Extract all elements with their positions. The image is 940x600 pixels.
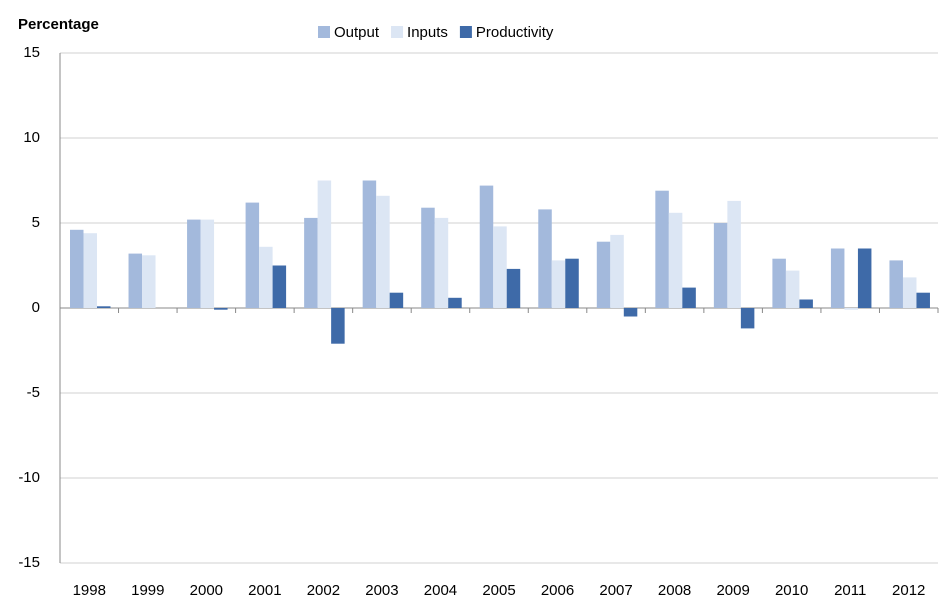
x-tick-label: 2002: [307, 582, 340, 599]
x-tick-label: 2007: [599, 582, 632, 599]
legend-swatch: [391, 26, 404, 38]
bar: [97, 306, 111, 308]
bar: [830, 248, 845, 308]
x-tick-label: 2001: [248, 582, 281, 599]
y-tick-label: -15: [18, 554, 40, 571]
bar: [214, 308, 228, 310]
y-axis-label: Percentage: [18, 16, 99, 33]
bar: [493, 226, 507, 308]
bar: [772, 258, 786, 308]
y-tick-label: -5: [27, 384, 40, 401]
y-tick-label: 5: [32, 214, 40, 231]
bar: [272, 265, 287, 308]
bar: [128, 253, 143, 308]
bar: [623, 308, 638, 317]
bar: [785, 270, 800, 308]
legend-label: Inputs: [407, 24, 448, 41]
bar: [317, 180, 332, 308]
bar: [655, 190, 669, 308]
x-tick-label: 2012: [892, 582, 925, 599]
bar: [142, 255, 156, 308]
x-tick-label: 2005: [482, 582, 515, 599]
x-tick-label: 2003: [365, 582, 398, 599]
bar: [799, 299, 813, 308]
bar: [713, 223, 728, 308]
bar: [331, 308, 345, 344]
bar: [740, 308, 755, 329]
legend-label: Productivity: [476, 24, 554, 41]
bar: [916, 292, 930, 308]
y-tick-label: 10: [23, 129, 40, 146]
bar: [479, 185, 494, 308]
y-tick-label: 0: [32, 299, 40, 316]
bar: [70, 229, 84, 308]
x-tick-label: 1998: [73, 582, 106, 599]
x-tick-label: 2009: [716, 582, 749, 599]
bar: [889, 260, 903, 308]
bar: [596, 241, 611, 308]
bar: [565, 258, 579, 308]
x-tick-label: 2000: [190, 582, 223, 599]
bar: [83, 233, 97, 308]
bar: [506, 268, 521, 308]
bar: [857, 248, 872, 308]
bar: [682, 287, 696, 308]
bar: [376, 195, 390, 308]
y-tick-label: -10: [18, 469, 40, 486]
bar: [538, 209, 552, 308]
bar: [187, 219, 201, 308]
y-tick-label: 15: [23, 44, 40, 61]
bar: [421, 207, 435, 308]
bar: [448, 297, 462, 308]
legend-swatch: [459, 26, 472, 38]
x-tick-label: 2010: [775, 582, 808, 599]
bar: [259, 246, 273, 308]
bar: [200, 219, 215, 308]
bar: [304, 217, 318, 308]
bar: [245, 202, 260, 308]
x-tick-label: 2011: [834, 582, 866, 599]
bar: [389, 292, 404, 308]
bar: [610, 234, 624, 308]
bar: [902, 277, 917, 308]
bar: [551, 260, 566, 308]
legend-swatch: [318, 26, 330, 38]
legend-label: Output: [334, 24, 380, 41]
bar: [434, 217, 449, 308]
bar: [362, 180, 377, 308]
x-tick-label: 2008: [658, 582, 691, 599]
x-tick-label: 2006: [541, 582, 574, 599]
x-tick-label: 2004: [424, 582, 457, 599]
bar: [844, 308, 858, 310]
x-tick-label: 1999: [131, 582, 164, 599]
bar: [727, 200, 741, 308]
bar: [668, 212, 683, 308]
